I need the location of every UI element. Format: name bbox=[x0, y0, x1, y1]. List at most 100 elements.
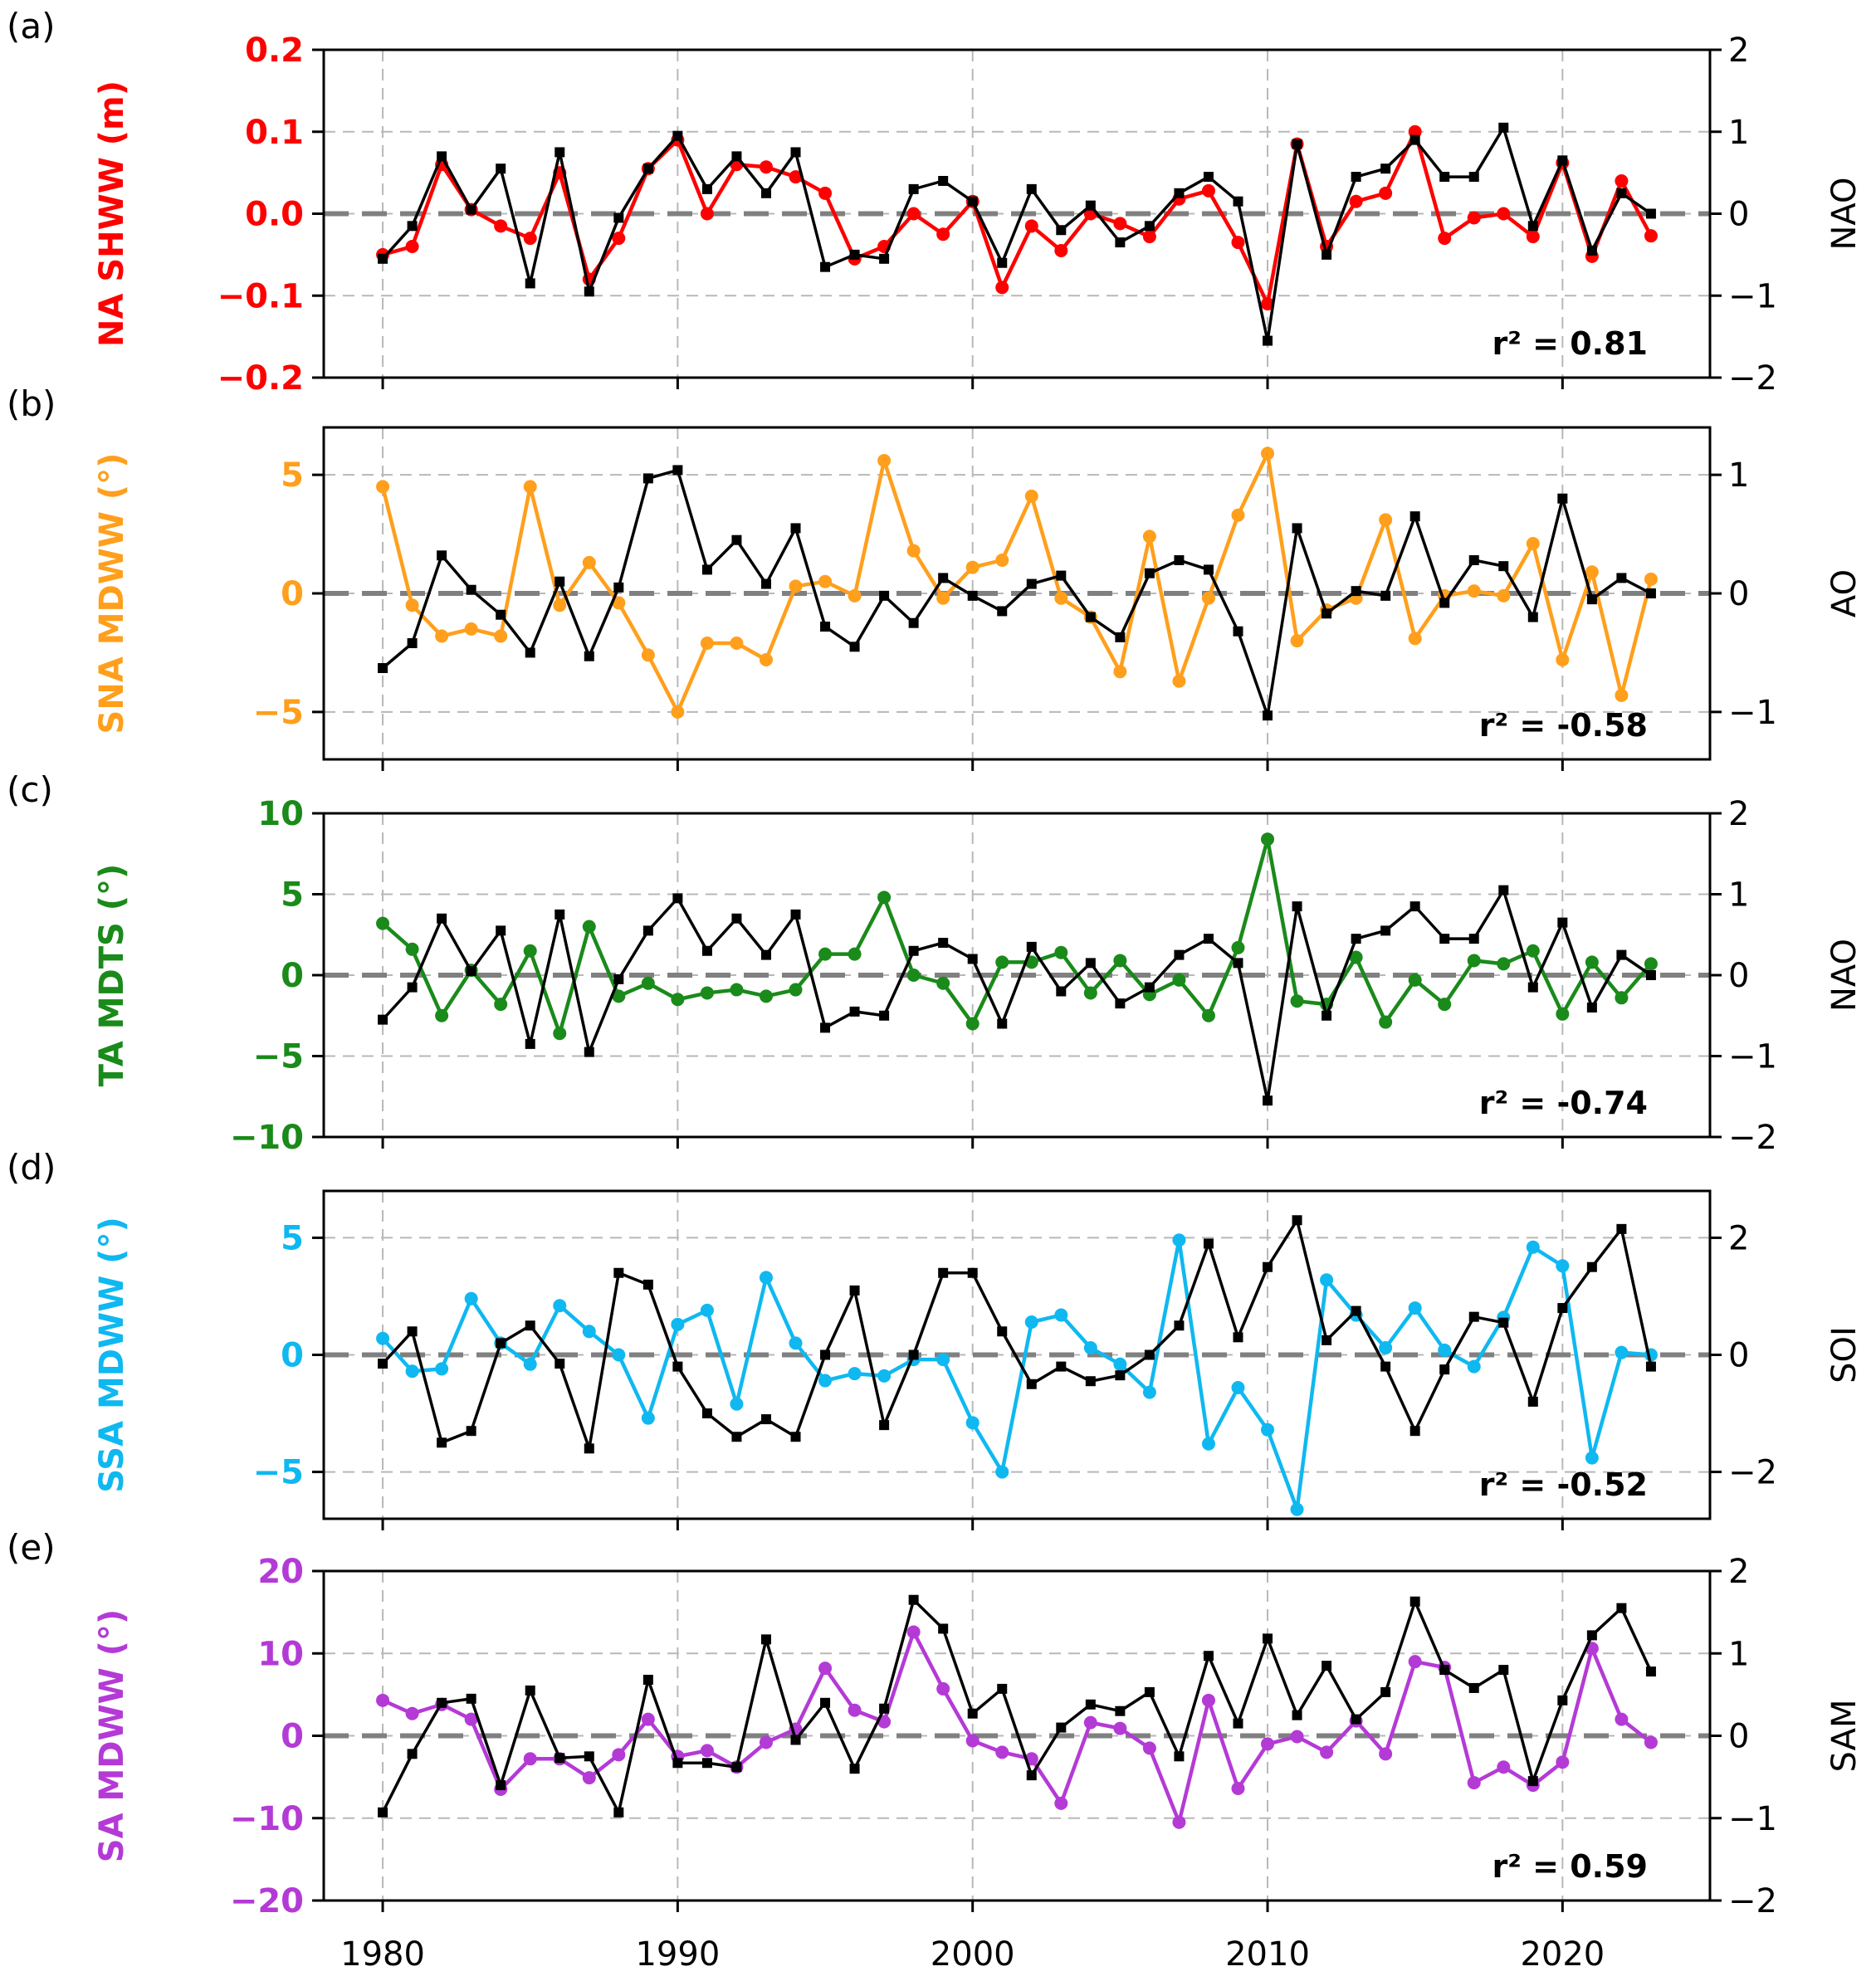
right-series-point bbox=[1527, 1776, 1538, 1787]
left-series-point bbox=[1438, 1343, 1452, 1357]
left-series-point bbox=[641, 648, 655, 662]
right-series-point bbox=[672, 465, 683, 476]
left-tick-label: −10 bbox=[230, 1119, 304, 1157]
right-series-point bbox=[554, 1359, 565, 1369]
right-series-point bbox=[1322, 249, 1332, 260]
left-series-point bbox=[1054, 1308, 1068, 1322]
left-series-line bbox=[381, 837, 1653, 1036]
left-series-point bbox=[1290, 994, 1304, 1008]
right-series-point bbox=[997, 1326, 1008, 1337]
left-series-point bbox=[1379, 1747, 1393, 1761]
right-series-point bbox=[496, 163, 506, 174]
right-series-point bbox=[760, 1414, 771, 1425]
left-series-point bbox=[995, 281, 1009, 295]
right-series-point bbox=[525, 278, 535, 289]
left-series-point bbox=[1113, 1357, 1127, 1371]
left-series-point bbox=[1054, 591, 1068, 605]
right-axis-label: NAO bbox=[1825, 939, 1864, 1012]
left-series-point bbox=[553, 598, 567, 612]
right-series-point bbox=[642, 1675, 653, 1686]
left-series-point bbox=[1201, 1437, 1215, 1451]
right-series-point bbox=[1557, 1695, 1568, 1705]
right-series-point bbox=[1174, 188, 1185, 198]
right-series-point bbox=[525, 647, 535, 658]
right-series-line bbox=[381, 468, 1652, 717]
right-series-point bbox=[584, 1047, 594, 1057]
right-series-point bbox=[1557, 1303, 1568, 1314]
right-series-point bbox=[908, 183, 919, 194]
right-series-point bbox=[1085, 200, 1096, 211]
right-series-point bbox=[908, 617, 919, 628]
left-series-point bbox=[906, 544, 921, 558]
left-series-point bbox=[494, 629, 508, 643]
left-series-point bbox=[1142, 230, 1156, 244]
right-series-point bbox=[1203, 172, 1214, 183]
left-series-point bbox=[906, 207, 921, 221]
left-series-point bbox=[1644, 229, 1658, 243]
right-series-point bbox=[1586, 245, 1597, 256]
left-series-line bbox=[381, 1238, 1652, 1511]
right-tick-label: 2 bbox=[1728, 1219, 1749, 1257]
left-series-point bbox=[1142, 1741, 1156, 1755]
right-series-point bbox=[407, 638, 418, 648]
right-series-point bbox=[1380, 590, 1391, 601]
right-series-point bbox=[760, 1634, 771, 1645]
left-series-point bbox=[1349, 194, 1363, 208]
right-series-point bbox=[496, 925, 506, 936]
left-series-point bbox=[494, 998, 508, 1012]
right-series-point bbox=[849, 1764, 860, 1774]
left-series-point bbox=[759, 160, 773, 174]
right-series-point bbox=[1527, 1396, 1538, 1407]
left-series-point bbox=[1261, 297, 1275, 311]
x-axis: 1980 1990 2000 2010 2020 bbox=[340, 1935, 1605, 1974]
left-tick-label: −20 bbox=[230, 1882, 304, 1920]
right-series-point bbox=[1498, 561, 1509, 572]
right-series-point bbox=[466, 1426, 476, 1437]
right-series-point bbox=[1439, 1364, 1450, 1375]
right-series-point bbox=[1203, 934, 1214, 944]
left-series-point bbox=[848, 1367, 862, 1381]
left-series-point bbox=[1290, 1730, 1304, 1744]
left-series-point bbox=[848, 1703, 862, 1717]
right-tick-label: −2 bbox=[1728, 359, 1777, 398]
left-series-point bbox=[1556, 1259, 1570, 1273]
right-series-point bbox=[378, 1807, 388, 1818]
right-series-point bbox=[790, 523, 801, 534]
left-series-point bbox=[1526, 1240, 1540, 1254]
left-series-point bbox=[818, 186, 833, 200]
right-series-point bbox=[1292, 901, 1302, 912]
left-series-point bbox=[877, 454, 892, 467]
right-tick-label: −2 bbox=[1728, 1882, 1777, 1920]
right-series-point bbox=[466, 966, 476, 977]
left-series-point bbox=[376, 1693, 390, 1707]
right-series-line bbox=[381, 1218, 1653, 1451]
panel-b: −5 0 5 −1 0 1 SNA MDWW (°) AO (b) r² = -0.58 bbox=[7, 383, 1864, 771]
right-tick-label: 0 bbox=[1728, 196, 1749, 234]
right-series-point bbox=[1557, 155, 1568, 166]
right-series-point bbox=[378, 663, 388, 673]
right-series-point bbox=[1351, 934, 1361, 944]
right-series-point bbox=[760, 578, 771, 589]
left-series-point bbox=[464, 1712, 478, 1726]
right-tick-label: 1 bbox=[1728, 1635, 1749, 1673]
right-series-point bbox=[1085, 958, 1096, 969]
left-series-point bbox=[612, 596, 626, 610]
left-series-point bbox=[789, 1336, 803, 1350]
left-series-point bbox=[1526, 537, 1540, 550]
left-series-point bbox=[1408, 1301, 1422, 1315]
right-series-point bbox=[378, 1359, 388, 1369]
left-series-point bbox=[1172, 1233, 1186, 1247]
right-series-point bbox=[672, 1758, 683, 1769]
right-series-point bbox=[908, 1594, 919, 1605]
right-series-point bbox=[584, 1751, 594, 1762]
right-series-point bbox=[1468, 555, 1479, 565]
right-series-point bbox=[1586, 1003, 1597, 1013]
right-series-point bbox=[997, 1683, 1008, 1694]
right-series-point bbox=[1085, 612, 1096, 622]
right-series-point bbox=[437, 1697, 447, 1708]
right-series-point bbox=[1263, 1261, 1273, 1272]
right-series-point bbox=[1056, 225, 1067, 236]
right-tick-label: 1 bbox=[1728, 876, 1749, 915]
left-series-point bbox=[1261, 832, 1275, 847]
left-series-point bbox=[848, 947, 862, 961]
